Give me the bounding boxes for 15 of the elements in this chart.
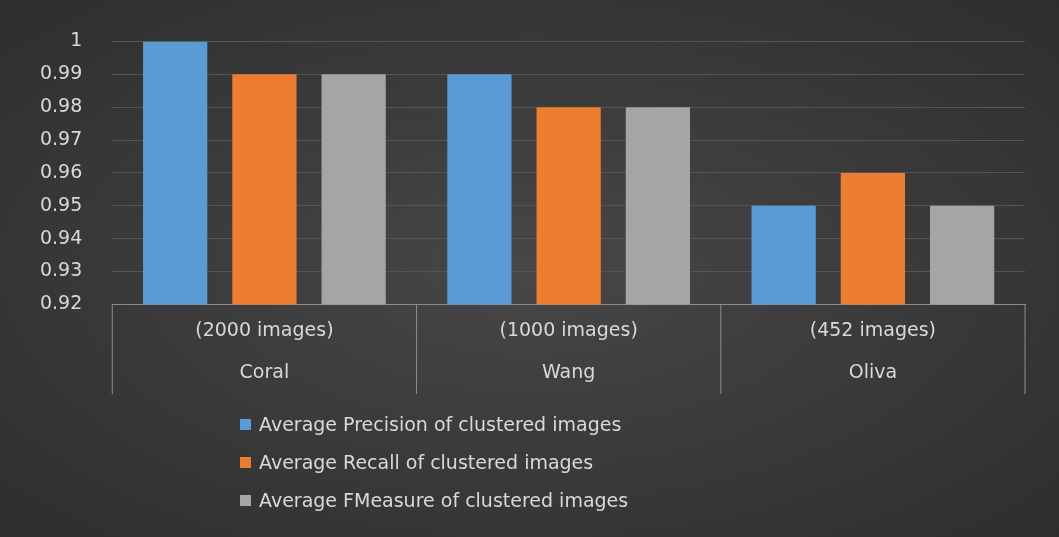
y-tick-label: 0.98 — [39, 94, 83, 117]
legend-label: Average FMeasure of clustered images — [259, 489, 629, 511]
y-tick-label: 0.96 — [39, 159, 83, 182]
x-tick-label: (1000 images) Wang — [499, 318, 638, 383]
y-tick-label: 0.94 — [39, 225, 83, 248]
y-tick-label: 0.92 — [39, 291, 83, 314]
legend-label: Average Recall of clustered images — [259, 451, 594, 473]
legend-label: Average Precision of clustered images — [259, 413, 622, 435]
y-tick-label: 0.93 — [39, 258, 83, 281]
y-tick-label: 0.97 — [39, 126, 83, 149]
y-tick-label: 1 — [70, 28, 83, 51]
x-tick-label: (452 images) Oliva — [809, 318, 936, 383]
y-tick-label: 0.99 — [39, 61, 83, 84]
y-tick-label: 0.95 — [39, 192, 83, 215]
x-tick-label: (2000 images) Coral — [195, 318, 334, 383]
